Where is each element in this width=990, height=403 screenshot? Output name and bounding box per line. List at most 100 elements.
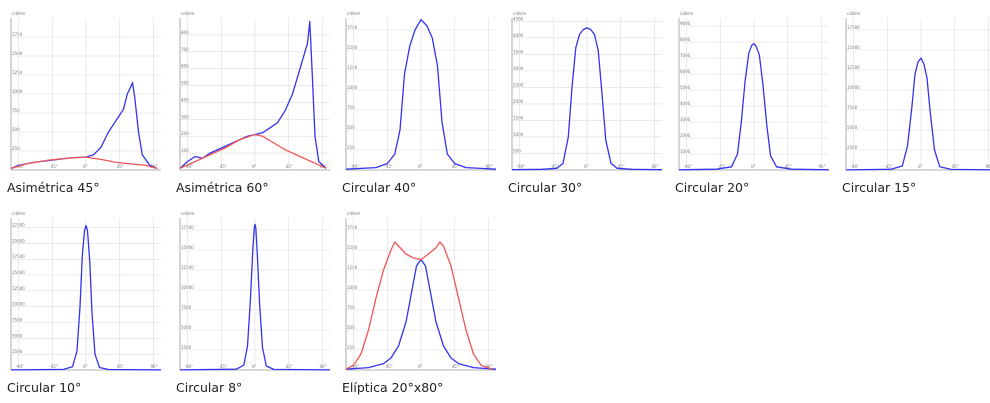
x-tick-label: 45° (117, 364, 124, 369)
y-tick-label: 7500 (12, 318, 23, 323)
x-tick-label: 0° (83, 364, 88, 369)
y-tick-label: 500 (347, 325, 355, 330)
x-tick-label: -90° (517, 164, 526, 169)
y-tick-label: 9000 (680, 21, 691, 26)
y-tick-label: 100 (181, 148, 189, 153)
y-tick-label: 500 (12, 127, 20, 132)
x-tick-label: -90° (351, 164, 360, 169)
chart-caption: Circular 10° (7, 380, 82, 395)
photometric-chart: 25005000750010000125001500017500-90°-45°… (845, 11, 990, 171)
y-tick-label: 7500 (847, 105, 858, 110)
x-tick-label: -90° (16, 164, 25, 169)
chart-caption: Circular 15° (842, 180, 917, 195)
units-label: cd/klm (181, 11, 195, 16)
y-tick-label: 1250 (347, 265, 358, 270)
x-tick-label: 90° (486, 164, 493, 169)
series-line-blue (10, 81, 158, 170)
y-tick-label: 1000 (513, 132, 524, 137)
x-tick-label: -90° (185, 164, 194, 169)
units-label: cd/klm (680, 11, 694, 16)
chart-cell: 2500500075001000012500150001750020000225… (5, 208, 165, 403)
y-tick-label: 2500 (513, 82, 524, 87)
y-tick-label: 2500 (12, 349, 23, 354)
x-tick-label: 0° (252, 164, 257, 169)
x-tick-label: 45° (452, 164, 459, 169)
y-tick-label: 5000 (680, 85, 691, 90)
y-tick-label: 1250 (347, 65, 358, 70)
y-tick-label: 7500 (181, 305, 192, 310)
y-tick-label: 750 (12, 108, 20, 113)
x-tick-label: 90° (320, 364, 327, 369)
x-tick-label: -90° (185, 364, 194, 369)
y-tick-label: 700 (181, 47, 189, 52)
chart-cell: 500 1000 1500 2000 2500 3000 3500 4000 4500 -90° -… (506, 8, 666, 203)
y-tick-label: 1500 (513, 115, 524, 120)
y-tick-label: 1750 (347, 225, 358, 230)
y-tick-label: 1500 (347, 45, 358, 50)
chart-caption: Circular 40° (342, 180, 417, 195)
y-tick-label: 3000 (680, 117, 691, 122)
chart-cell: 250 500 750 1000 1250 1500 1750 -90° -45° 0° 45° 90… (340, 208, 500, 403)
y-tick-label: 500 (513, 148, 521, 153)
y-tick-label: 2500 (847, 145, 858, 150)
photometric-chart: 25005000750010000125001500017500-90°-45°… (179, 211, 331, 371)
y-tick-label: 500 (347, 125, 355, 130)
x-tick-label: 0° (418, 364, 423, 369)
photometric-chart: 250 500 750 1000 1250 1500 1750 -90° -45° 0° 45° 90… (345, 11, 497, 171)
x-tick-label: -45° (218, 364, 227, 369)
x-tick-label: 45° (286, 164, 293, 169)
units-label: cd/klm (347, 11, 361, 16)
y-tick-label: 2000 (513, 99, 524, 104)
x-tick-label: -45° (550, 164, 559, 169)
y-tick-label: 250 (347, 145, 355, 150)
series-line-red (10, 156, 158, 170)
photometric-chart: 250 500 750 1000 1250 1500 1750 -90° -45° 0° 45° 90… (345, 211, 497, 371)
y-tick-label: 4500 (513, 16, 524, 21)
x-tick-label: -45° (384, 364, 393, 369)
x-tick-label: 45° (286, 364, 293, 369)
x-tick-label: -45° (884, 164, 893, 169)
x-tick-label: -45° (49, 164, 58, 169)
x-tick-label: -45° (49, 364, 58, 369)
chart-cell: 25005000750010000125001500017500-90°-45°… (174, 208, 334, 403)
chart-cell: 250 500 750 1000 1250 1500 1750 -90° -45° 0° 45° 90… (340, 8, 500, 203)
y-tick-label: 250 (347, 345, 355, 350)
y-tick-label: 750 (347, 105, 355, 110)
chart-caption: Circular 30° (508, 180, 583, 195)
units-label: cd/klm (12, 11, 26, 16)
units-label: cd/klm (847, 11, 861, 16)
x-tick-label: -90° (851, 164, 860, 169)
series-line-blue (345, 18, 497, 170)
chart-cell: 250 500 750 1000 1250 1500 1750 -90° -45° 0° 45° 90… (5, 8, 165, 203)
y-tick-label: 2000 (680, 133, 691, 138)
y-tick-label: 1500 (12, 51, 23, 56)
series-line-blue (179, 223, 331, 371)
x-tick-label: 90° (986, 164, 990, 169)
x-tick-label: 90° (486, 364, 493, 369)
units-label: cd/klm (12, 211, 26, 216)
y-tick-label: 3500 (513, 49, 524, 54)
y-tick-label: 1750 (12, 32, 23, 37)
y-tick-label: 2500 (181, 345, 192, 350)
x-tick-label: -90° (684, 164, 693, 169)
chart-cell: 25005000750010000125001500017500-90°-45°… (840, 8, 990, 203)
y-tick-label: 400 (181, 97, 189, 102)
chart-cell: 1000 2000 3000 4000 5000 6000 7000 8000 9000 -90°… (673, 8, 833, 203)
chart-caption: Circular 8° (176, 380, 243, 395)
photometric-chart: 2500500075001000012500150001750020000225… (10, 211, 162, 371)
chart-caption: Circular 20° (675, 180, 750, 195)
x-tick-label: 0° (83, 164, 88, 169)
x-tick-label: -90° (351, 364, 360, 369)
y-tick-label: 250 (12, 146, 20, 151)
y-tick-label: 750 (347, 305, 355, 310)
x-tick-label: -45° (218, 164, 227, 169)
x-tick-label: 90° (652, 164, 659, 169)
y-tick-label: 1000 (347, 85, 358, 90)
y-tick-label: 800 (181, 30, 189, 35)
y-tick-label: 300 (181, 114, 189, 119)
y-tick-label: 4000 (513, 33, 524, 38)
x-tick-label: 45° (785, 164, 792, 169)
y-tick-label: 8000 (680, 37, 691, 42)
y-tick-label: 600 (181, 64, 189, 69)
x-tick-label: -45° (717, 164, 726, 169)
